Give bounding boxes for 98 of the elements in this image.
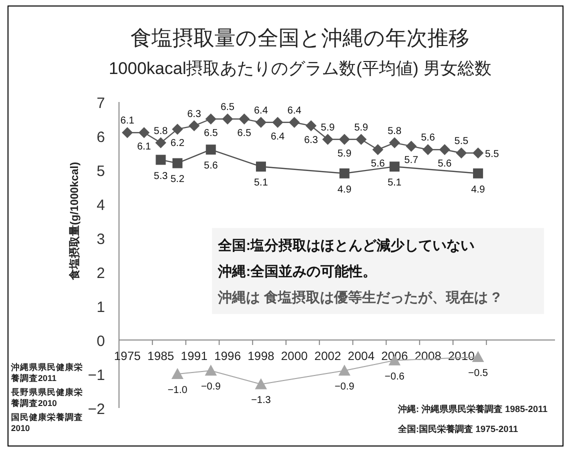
data-label: 6.4 [287,105,302,116]
data-label: 5.5 [454,136,469,147]
y-tick-label: 1 [96,299,105,316]
point [255,116,266,128]
y-tick-label: −1 [88,367,105,384]
point [206,144,216,155]
text: 沖縄県県民健康栄養調査2011 [10,362,83,383]
x-tick-label: 1996 [214,349,242,363]
annotation: 沖縄: 沖縄県県民栄養調査 1985-2011 [397,404,548,414]
point [155,137,166,148]
y-tick-label: 0 [96,333,105,350]
point [172,124,183,135]
point [138,127,150,138]
point [188,120,200,132]
data-label: 5.8 [388,126,402,137]
point [439,144,450,156]
y-tick-label: 7 [96,95,105,112]
point [339,168,350,178]
point [473,168,484,178]
annotation: 全国:塩分摂取はほとんど減少していない [217,237,475,253]
point [238,114,250,124]
data-label: 6.2 [170,138,185,150]
y-tick-label: 5 [96,163,105,180]
point [338,364,350,376]
annotation: 沖縄は 食塩摂取は優等生だったが、現在は ? [217,289,500,305]
annotation: 沖縄:全国並みの可能性。 [217,263,377,279]
point [389,137,400,148]
data-label: 6.5 [204,128,218,139]
y-tick-label: 2 [96,265,105,282]
point [338,134,350,145]
data-label: 5.9 [354,122,369,134]
data-label: 5.6 [420,132,436,144]
point [272,116,284,128]
y-axis-title: 食塩摂取量(g/1000kcal) [68,162,81,281]
point [406,140,417,152]
point [205,114,216,124]
chart-subtitle: 1000kacal摂取あたりのグラム数(平均値) 男女総数 [108,59,492,78]
data-label: 5.1 [254,178,268,189]
point [390,162,400,172]
data-label: 6.3 [187,108,202,120]
data-label: 6.4 [254,105,268,116]
data-label: 6.4 [270,131,286,142]
point [204,364,217,376]
point [288,116,300,128]
point [172,158,182,168]
y-tick-label: 6 [96,129,105,146]
x-tick-label: 2010 [448,349,476,363]
x-tick-label: 1985 [147,349,174,363]
data-label: 6.5 [220,102,235,113]
data-label: 5.8 [154,126,168,137]
data-label: 5.1 [388,178,402,189]
data-label: 6.3 [304,134,318,146]
point [356,134,367,145]
data-label: 6.1 [120,116,135,127]
point [306,120,317,132]
point [254,378,267,390]
data-label: −0.6 [384,371,405,382]
point [372,144,384,156]
point [171,368,184,379]
x-tick-label: 2002 [314,349,342,363]
text: 全国:国民栄養調査 1975-2011 [397,424,518,434]
x-tick-label: 2004 [348,349,375,363]
data-label: 5.9 [337,148,352,160]
point [222,114,234,124]
y-tick-label: 3 [96,231,105,248]
chart-title: 食塩摂取量の全国と沖縄の年次推移 [130,27,470,50]
data-label: 4.9 [471,184,486,196]
point [322,134,334,145]
point [472,148,484,158]
point [156,154,166,165]
text: 国民健康栄養調査2010 [11,412,83,433]
data-label: 5.6 [204,160,218,172]
data-label: 5.9 [320,122,336,134]
x-tick-label: 2000 [281,349,308,363]
data-label: 5.6 [438,158,452,170]
data-label: 5.6 [370,158,386,170]
data-label: −1.0 [168,385,188,396]
y-tick-label: 4 [96,197,105,214]
y-tick-label: −2 [88,401,105,418]
data-label: 4.9 [337,184,352,196]
data-label: −1.3 [251,395,272,406]
data-label: 5.2 [170,174,185,186]
text: 長野県県民健康栄養調査2010 [10,387,83,408]
data-label: −0.9 [200,382,222,393]
data-label: −0.9 [334,382,355,393]
point [122,127,133,138]
data-label: 6.1 [137,142,152,153]
data-label: 5.7 [404,155,419,166]
point [256,162,266,172]
point [422,144,434,156]
x-tick-label: 1998 [248,349,275,363]
data-label: 6.5 [237,128,252,139]
data-label: 5.5 [485,149,500,160]
x-tick-label: 1975 [114,349,142,363]
point [456,148,467,158]
x-tick-label: 1991 [180,349,208,363]
data-label: −0.5 [468,368,488,379]
data-label: 5.3 [154,170,168,182]
